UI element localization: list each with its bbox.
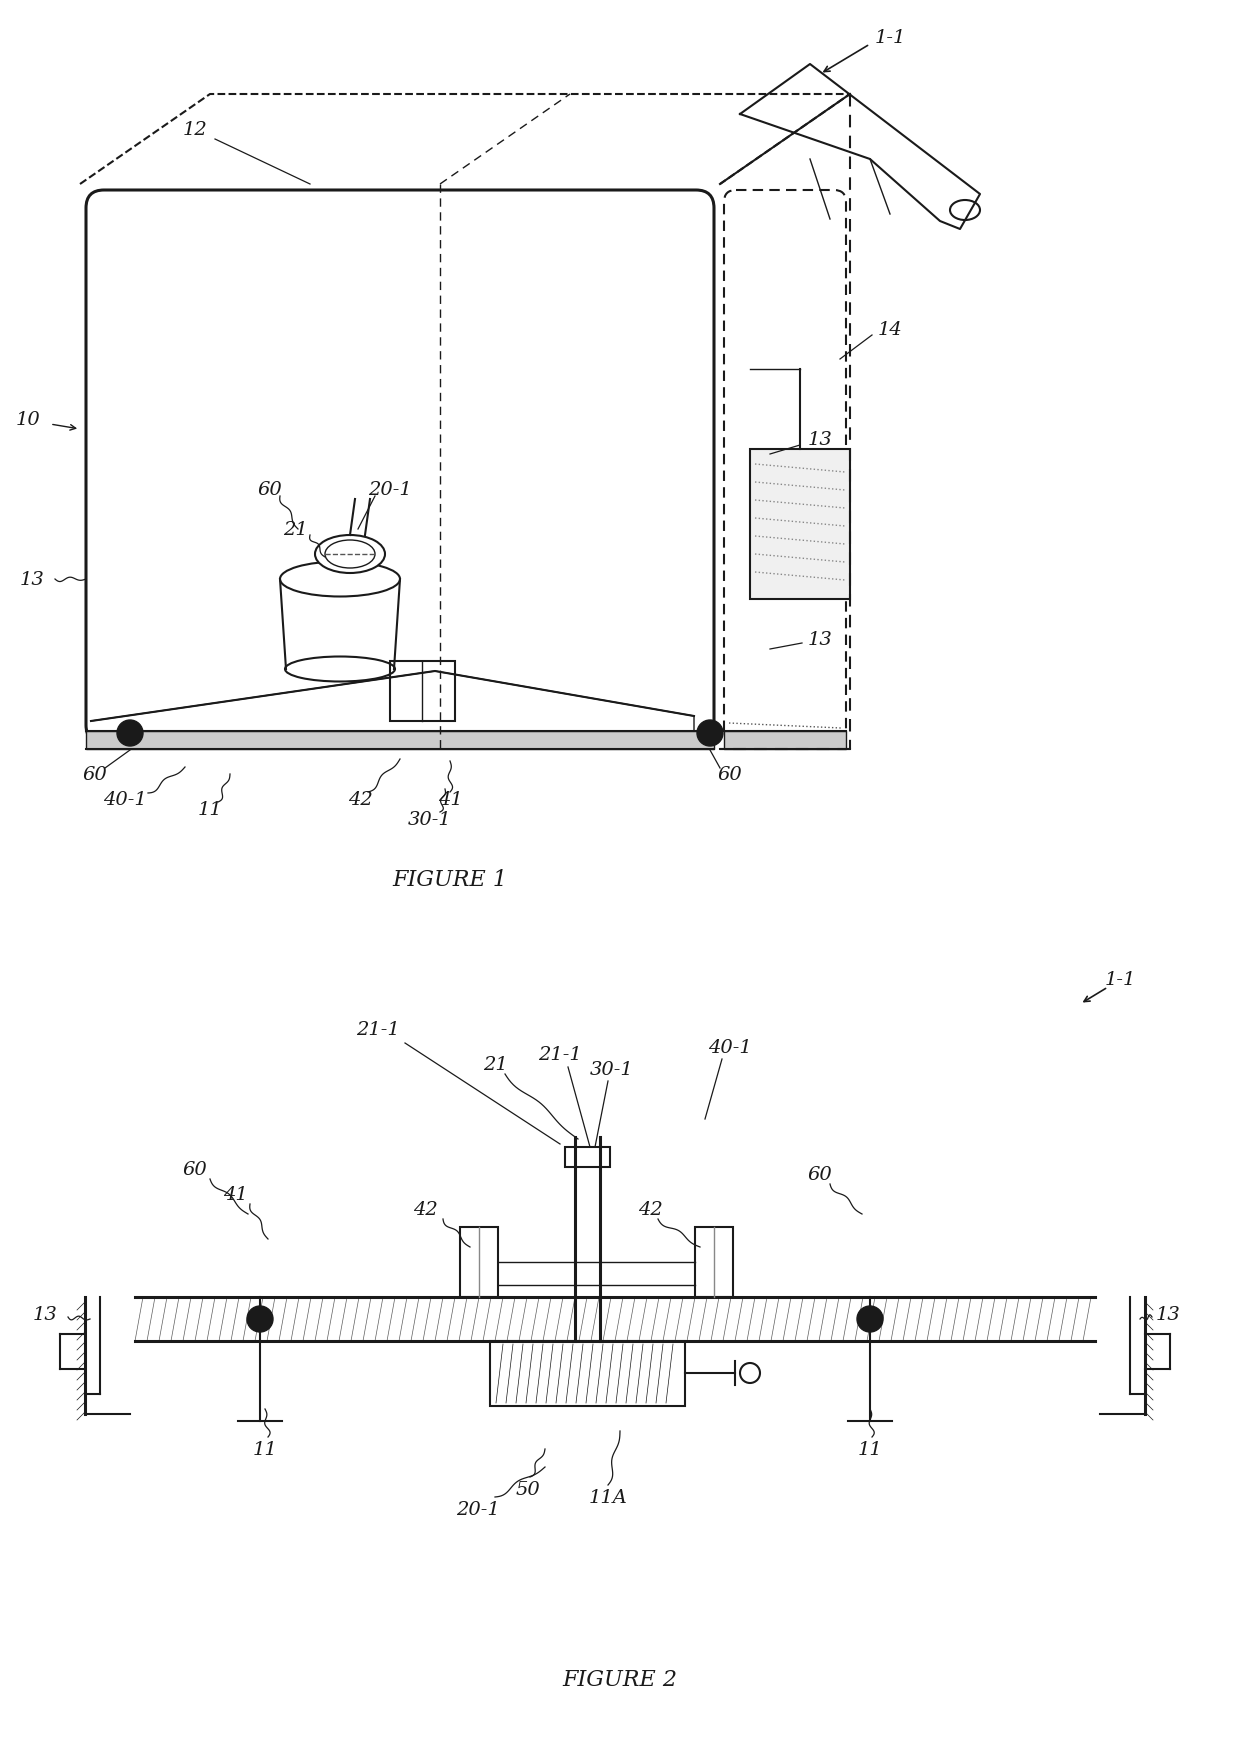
Bar [490,1341,684,1406]
Circle shape [247,1306,273,1332]
Text: 41: 41 [223,1185,247,1204]
Text: 60: 60 [258,481,283,498]
Circle shape [117,721,143,746]
Text: 40-1: 40-1 [103,790,146,809]
Text: FIGURE 1: FIGURE 1 [393,869,507,890]
Bar [724,732,846,749]
Bar [460,1227,498,1297]
Bar [86,732,714,749]
Text: 21: 21 [482,1055,507,1074]
Ellipse shape [315,535,384,574]
Text: 14: 14 [878,321,903,339]
Text: 13: 13 [20,570,45,588]
Text: 42: 42 [413,1200,438,1218]
Text: 60: 60 [807,1165,832,1183]
Bar [565,1148,610,1167]
Text: 11: 11 [253,1441,278,1458]
Text: 21: 21 [283,521,308,539]
Text: 13: 13 [807,430,832,449]
Text: 12: 12 [182,121,207,139]
Text: 60: 60 [718,765,743,783]
Text: 11A: 11A [589,1488,627,1506]
Text: 40-1: 40-1 [708,1039,751,1057]
Text: 20-1: 20-1 [368,481,412,498]
Text: 1-1: 1-1 [874,30,905,47]
Text: 21-1: 21-1 [356,1020,399,1039]
Text: 41: 41 [438,790,463,809]
Text: 1-1: 1-1 [1105,971,1136,988]
Text: 50: 50 [516,1479,541,1499]
Text: 30-1: 30-1 [408,811,451,828]
Bar [391,662,455,721]
Text: FIGURE 2: FIGURE 2 [563,1667,677,1690]
Text: 13: 13 [807,630,832,649]
Text: 42: 42 [637,1200,662,1218]
Circle shape [697,721,723,746]
Text: 60: 60 [182,1160,207,1178]
Text: 42: 42 [347,790,372,809]
Text: 60: 60 [83,765,108,783]
Text: 30-1: 30-1 [590,1060,634,1078]
Bar [750,449,849,600]
Text: 11: 11 [197,800,222,818]
Text: 21-1: 21-1 [538,1046,582,1064]
Bar [694,1227,733,1297]
Text: 11: 11 [858,1441,883,1458]
Text: 20-1: 20-1 [456,1501,500,1518]
Text: 13: 13 [1156,1306,1180,1323]
Text: 13: 13 [32,1306,57,1323]
Circle shape [857,1306,883,1332]
Text: 10: 10 [16,411,41,428]
